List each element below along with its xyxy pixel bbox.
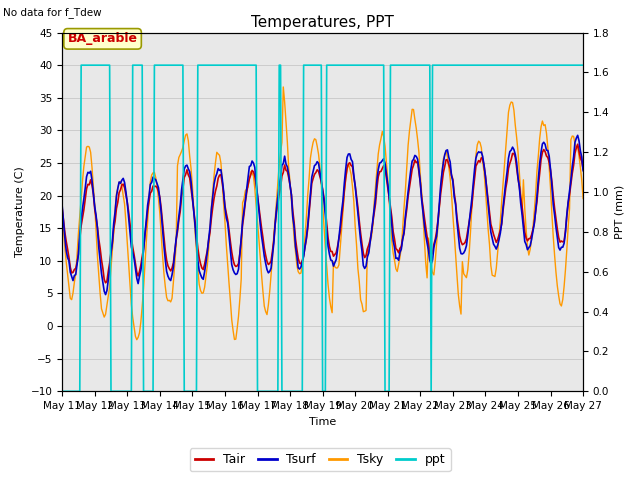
Y-axis label: Temperature (C): Temperature (C) (15, 167, 25, 257)
X-axis label: Time: Time (309, 417, 336, 427)
Text: BA_arable: BA_arable (68, 32, 138, 45)
Title: Temperatures, PPT: Temperatures, PPT (251, 15, 394, 30)
Legend: Tair, Tsurf, Tsky, ppt: Tair, Tsurf, Tsky, ppt (189, 448, 451, 471)
Text: No data for f_Tdew: No data for f_Tdew (3, 7, 102, 18)
Y-axis label: PPT (mm): PPT (mm) (615, 185, 625, 239)
